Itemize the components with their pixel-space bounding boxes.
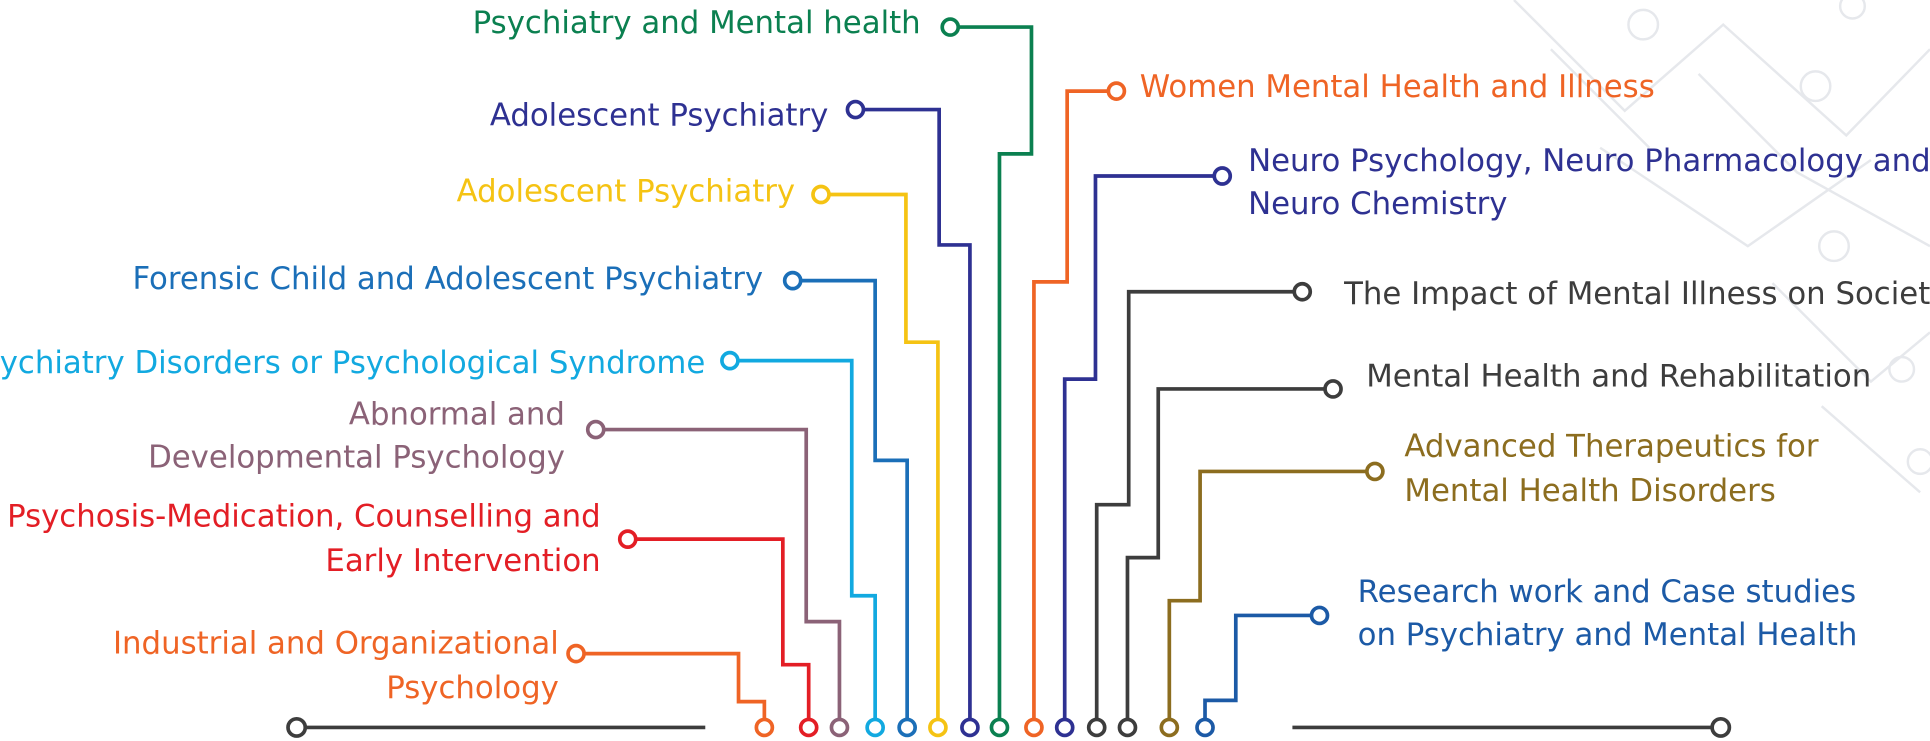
node-circle bbox=[847, 102, 863, 118]
connector-line bbox=[730, 361, 875, 728]
topic-label: Psychiatry and Mental health bbox=[473, 5, 921, 41]
connector-line bbox=[950, 27, 1031, 727]
node-circle bbox=[1197, 719, 1213, 735]
node-circle bbox=[756, 719, 772, 735]
topic-label: Advanced Therapeutics for bbox=[1404, 429, 1818, 465]
topic-label: Developmental Psychology bbox=[148, 440, 565, 476]
topic-label: Adolescent Psychiatry bbox=[457, 174, 796, 210]
topic-label: Early Intervention bbox=[325, 543, 600, 579]
node-circle bbox=[1161, 719, 1177, 735]
node-circle bbox=[1089, 719, 1105, 735]
node-circle bbox=[942, 19, 958, 35]
node-circle bbox=[620, 531, 636, 547]
topic-label: Abnormal and bbox=[349, 397, 565, 433]
connector-line bbox=[855, 110, 969, 728]
node-circle bbox=[801, 719, 817, 735]
node-circle bbox=[962, 719, 978, 735]
topic: Industrial and Organizational Psychology bbox=[113, 625, 772, 735]
node-circle bbox=[831, 719, 847, 735]
topic: Research work and Case studies on Psychia… bbox=[1197, 574, 1857, 736]
connector-line bbox=[1205, 615, 1319, 727]
node-circle bbox=[930, 719, 946, 735]
topic-label: Women Mental Health and Illness bbox=[1140, 69, 1655, 105]
node-circle bbox=[899, 719, 915, 735]
node-circle bbox=[1325, 381, 1341, 397]
topic-diagram: Psychiatry and Mental health Adolescent P… bbox=[0, 0, 1930, 741]
topic-label: Mental Health and Rehabilitation bbox=[1366, 358, 1871, 394]
node-circle bbox=[991, 719, 1007, 735]
node-circle bbox=[1311, 607, 1327, 623]
topic-label: Psychiatry Disorders or Psychological Sy… bbox=[0, 345, 705, 381]
connector-line bbox=[1127, 389, 1333, 727]
page: Psychiatry and Mental health Adolescent P… bbox=[0, 0, 1930, 741]
topic-label: The Impact of Mental Illness on Society bbox=[1343, 276, 1930, 312]
connector-line bbox=[1034, 91, 1116, 727]
node-circle bbox=[722, 353, 738, 369]
topic-label: Adolescent Psychiatry bbox=[490, 97, 829, 133]
node-circle bbox=[867, 719, 883, 735]
node-circle bbox=[1057, 719, 1073, 735]
node-circle bbox=[1214, 168, 1230, 184]
node-circle bbox=[1294, 284, 1310, 300]
connector-line bbox=[596, 430, 840, 728]
node-circle bbox=[785, 273, 801, 289]
node-circle bbox=[1367, 463, 1383, 479]
connector-line bbox=[628, 539, 809, 727]
topic-label: Neuro Chemistry bbox=[1248, 186, 1507, 222]
topic-label: Forensic Child and Adolescent Psychiatry bbox=[132, 261, 763, 297]
connector-line bbox=[1065, 176, 1223, 727]
node-circle bbox=[1026, 719, 1042, 735]
topic-label: Psychology bbox=[386, 670, 559, 706]
node-circle bbox=[568, 646, 584, 662]
node-circle bbox=[1108, 83, 1124, 99]
topic-label: Psychosis-Medication, Counselling and bbox=[7, 499, 601, 535]
connector-line bbox=[576, 654, 764, 728]
connector-line bbox=[1169, 471, 1375, 727]
topic: Mental Health and Rehabilitation bbox=[1119, 358, 1871, 735]
node-circle bbox=[588, 422, 604, 438]
topic-label: on Psychiatry and Mental Health bbox=[1358, 617, 1858, 653]
topic-label: Neuro Psychology, Neuro Pharmacology and bbox=[1248, 143, 1930, 179]
node-circle bbox=[1119, 719, 1135, 735]
topic-label: Mental Health Disorders bbox=[1404, 473, 1775, 509]
node-circle bbox=[813, 186, 829, 202]
topic-label: Research work and Case studies bbox=[1358, 574, 1856, 610]
topic-label: Industrial and Organizational bbox=[113, 625, 559, 661]
